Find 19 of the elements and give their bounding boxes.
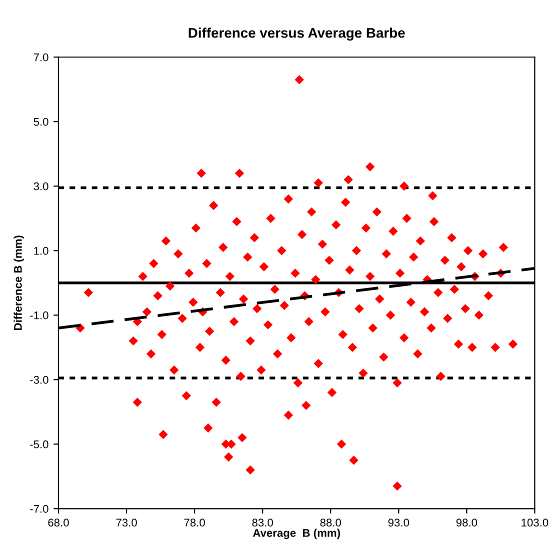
y-axis-title: Difference B (mm) — [14, 236, 24, 330]
y-tick-label: 5.0 — [34, 118, 48, 126]
y-tick-label: 1.0 — [34, 246, 48, 255]
x-tick-label: 83.0 — [252, 518, 273, 527]
y-tick-label: -1.0 — [30, 311, 48, 320]
x-tick-label: 98.0 — [456, 518, 478, 527]
y-tick-label: -5.0 — [30, 440, 48, 448]
chart-title: Difference versus Average Barbe — [188, 28, 405, 41]
x-tick-label: 88.0 — [320, 518, 341, 527]
y-tick-label: 7.0 — [34, 53, 48, 62]
y-tick-label: 3.0 — [34, 182, 48, 190]
x-axis-title: Average B (mm) — [252, 528, 340, 540]
x-tick-label: 68.0 — [48, 518, 69, 527]
x-tick-label: 78.0 — [184, 518, 205, 527]
y-tick-label: -3.0 — [30, 376, 48, 384]
x-tick-label: 93.0 — [388, 518, 410, 527]
y-tick-label: -7.0 — [30, 504, 48, 513]
x-tick-label: 103.0 — [522, 518, 548, 527]
x-tick-label: 73.0 — [116, 518, 137, 527]
